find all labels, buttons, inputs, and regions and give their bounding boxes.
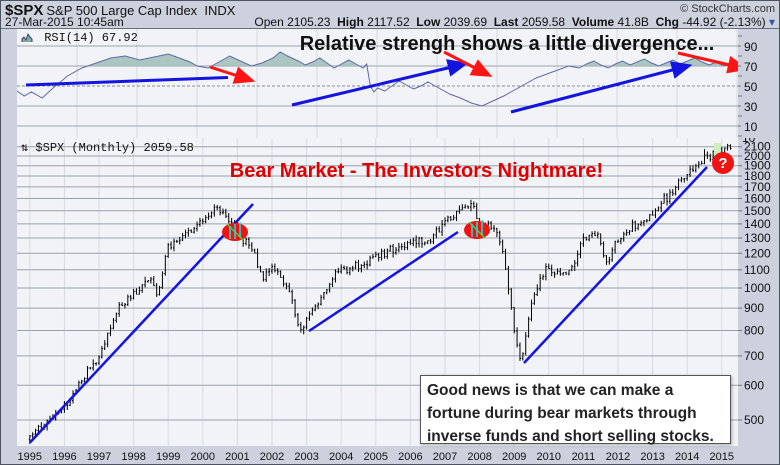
svg-text:2000: 2000 xyxy=(191,451,215,463)
svg-text:30: 30 xyxy=(744,100,758,114)
svg-text:2007: 2007 xyxy=(433,451,457,463)
svg-text:700: 700 xyxy=(744,349,764,363)
svg-text:800: 800 xyxy=(744,324,764,338)
svg-text:2004: 2004 xyxy=(329,451,353,463)
svg-text:2008: 2008 xyxy=(467,451,491,463)
svg-text:2003: 2003 xyxy=(294,451,318,463)
svg-text:1997: 1997 xyxy=(87,451,111,463)
svg-text:2005: 2005 xyxy=(364,451,388,463)
svg-text:600: 600 xyxy=(744,378,764,392)
svg-text:2002: 2002 xyxy=(260,451,284,463)
svg-text:1300: 1300 xyxy=(744,231,771,245)
svg-text:2014: 2014 xyxy=(675,451,699,463)
svg-text:2001: 2001 xyxy=(225,451,249,463)
svg-text:2011: 2011 xyxy=(572,451,596,463)
svg-text:2006: 2006 xyxy=(398,451,422,463)
svg-text:1400: 1400 xyxy=(744,217,771,231)
svg-text:1999: 1999 xyxy=(156,451,180,463)
svg-text:50: 50 xyxy=(744,80,758,94)
svg-text:500: 500 xyxy=(744,413,764,427)
svg-text:2012: 2012 xyxy=(606,451,630,463)
svg-text:1500: 1500 xyxy=(744,204,771,218)
svg-text:2013: 2013 xyxy=(640,451,664,463)
svg-text:2010: 2010 xyxy=(537,451,561,463)
svg-text:1995: 1995 xyxy=(18,451,42,463)
svg-text:900: 900 xyxy=(744,301,764,315)
svg-text:1100: 1100 xyxy=(744,263,770,277)
svg-text:1998: 1998 xyxy=(121,451,145,463)
svg-text:10: 10 xyxy=(744,120,758,134)
svg-text:70: 70 xyxy=(744,60,758,74)
svg-text:10: 10 xyxy=(742,138,756,145)
svg-text:1996: 1996 xyxy=(52,451,76,463)
svg-text:2009: 2009 xyxy=(502,451,526,463)
svg-text:1200: 1200 xyxy=(744,246,771,260)
svg-text:1000: 1000 xyxy=(744,281,771,295)
svg-text:?: ? xyxy=(718,155,727,172)
svg-text:2015: 2015 xyxy=(710,451,734,463)
